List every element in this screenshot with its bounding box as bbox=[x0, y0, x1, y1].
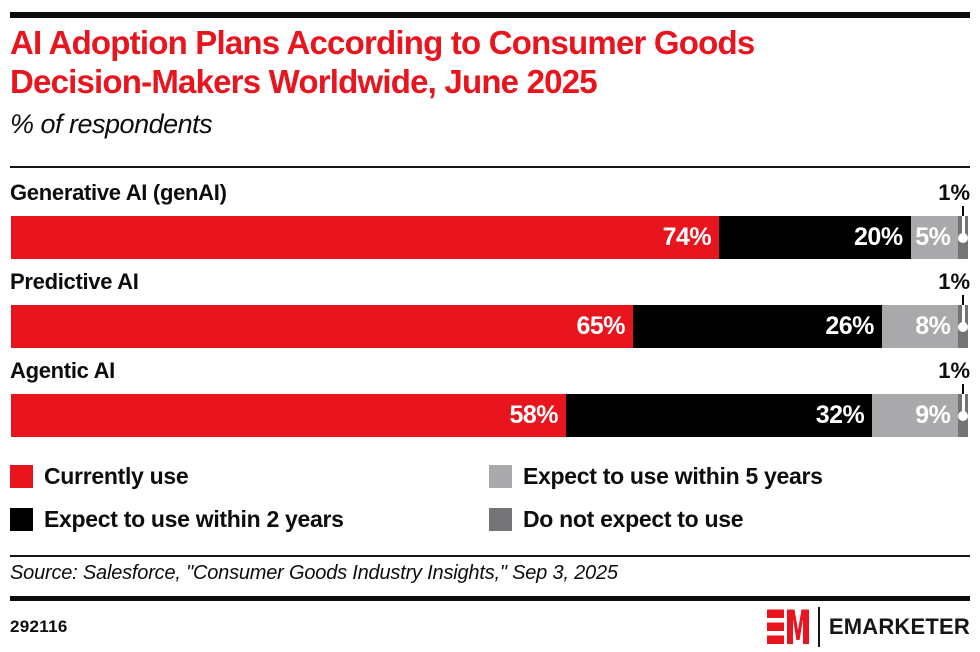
bar-segment-within-5-years: 8% bbox=[881, 305, 959, 348]
legend-item-within-5-years: Expect to use within 5 years bbox=[489, 462, 970, 489]
bar-segment-within-5-years: 5% bbox=[910, 216, 959, 259]
legend-swatch-red bbox=[10, 464, 33, 488]
top-rule bbox=[10, 12, 970, 18]
footer-rule bbox=[10, 596, 970, 601]
divider-line bbox=[10, 166, 970, 168]
bar-row-agentic-ai: Agentic AI 1% 58% 32% 9% bbox=[10, 357, 970, 437]
title-line-1: AI Adoption Plans According to Consumer … bbox=[10, 24, 755, 61]
title-line-2: Decision-Makers Worldwide, June 2025 bbox=[10, 62, 598, 100]
callout-value: 1% bbox=[938, 269, 970, 294]
segment-value-label: 58% bbox=[509, 401, 559, 429]
bar-row-generative-ai: Generative AI (genAI) 1% 74% 20% 5% bbox=[10, 179, 970, 259]
legend-label: Expect to use within 5 years bbox=[523, 462, 823, 489]
bar-segment-within-2-years: 32% bbox=[566, 394, 873, 437]
legend-swatch-dark-gray bbox=[489, 507, 512, 531]
segment-value-label: 26% bbox=[825, 312, 874, 340]
stacked-bar: 74% 20% 5% bbox=[11, 206, 969, 259]
bar-segment-within-2-years: 26% bbox=[633, 305, 882, 348]
em-monogram-icon bbox=[766, 609, 809, 644]
category-label: Generative AI (genAI) bbox=[10, 180, 227, 205]
legend-swatch-light-gray bbox=[489, 464, 512, 488]
brand-wordmark: EMARKETER bbox=[828, 614, 970, 639]
stacked-bar: 58% 32% 9% bbox=[11, 384, 969, 437]
bar-segment-currently-use: 65% bbox=[11, 305, 634, 348]
segment-value-label: 74% bbox=[662, 223, 712, 251]
segment-value-label: 5% bbox=[915, 223, 951, 251]
bar-segment-within-5-years: 9% bbox=[872, 394, 959, 437]
chart-id: 292116 bbox=[10, 617, 68, 636]
callout-line bbox=[961, 216, 965, 236]
legend-item-currently-use: Currently use bbox=[10, 462, 489, 489]
segment-value-label: 9% bbox=[915, 401, 951, 429]
divider-line bbox=[10, 555, 970, 557]
callout-line bbox=[961, 305, 965, 325]
callout-tick bbox=[962, 384, 965, 394]
category-label: Predictive AI bbox=[10, 269, 139, 294]
segment-value-label: 8% bbox=[915, 312, 951, 340]
page-title: AI Adoption Plans According to Consumer … bbox=[10, 24, 970, 102]
chart-subtitle: % of respondents bbox=[10, 109, 213, 139]
source-note: Source: Salesforce, "Consumer Goods Indu… bbox=[10, 562, 618, 584]
category-label: Agentic AI bbox=[10, 358, 115, 383]
callout-tick bbox=[962, 206, 965, 216]
emarketer-logo: EMARKETER bbox=[766, 607, 970, 647]
legend-item-do-not-expect: Do not expect to use bbox=[489, 505, 970, 532]
bar-row-predictive-ai: Predictive AI 1% 65% 26% 8% bbox=[10, 268, 970, 348]
legend-label: Do not expect to use bbox=[523, 505, 744, 532]
stacked-bar: 65% 26% 8% bbox=[11, 295, 969, 348]
bar-segment-currently-use: 58% bbox=[11, 394, 567, 437]
callout-line bbox=[961, 394, 965, 414]
bar-segment-currently-use: 74% bbox=[11, 216, 720, 259]
callout-dot bbox=[958, 322, 969, 332]
segment-value-label: 32% bbox=[815, 401, 865, 429]
segment-value-label: 65% bbox=[576, 312, 626, 340]
legend-label: Currently use bbox=[44, 462, 189, 489]
logo-divider bbox=[817, 607, 820, 647]
callout-dot bbox=[958, 411, 969, 421]
legend-item-within-2-years: Expect to use within 2 years bbox=[10, 505, 489, 532]
callout-tick bbox=[962, 295, 965, 305]
callout-value: 1% bbox=[938, 358, 970, 383]
legend-swatch-black bbox=[10, 507, 33, 531]
callout-value: 1% bbox=[938, 180, 970, 205]
bar-segment-within-2-years: 20% bbox=[719, 216, 911, 259]
footer: 292116 EMARKETER bbox=[10, 606, 970, 648]
callout-dot bbox=[958, 233, 969, 243]
legend-label: Expect to use within 2 years bbox=[44, 505, 344, 532]
segment-value-label: 20% bbox=[854, 223, 903, 251]
legend: Currently use Expect to use within 5 yea… bbox=[10, 462, 970, 532]
